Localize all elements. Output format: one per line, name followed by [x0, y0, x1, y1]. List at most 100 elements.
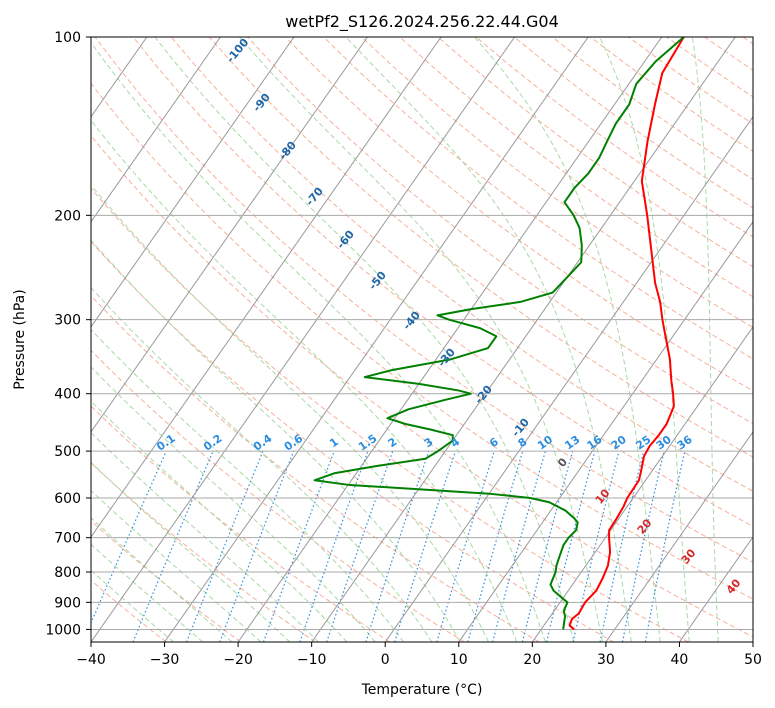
x-tick-label: 20: [523, 652, 541, 668]
moist-adiabat-line: [91, 184, 489, 642]
y-tick-label: 800: [54, 565, 81, 581]
x-tick-label: 10: [450, 652, 468, 668]
moist-adiabat-line: [91, 328, 404, 642]
mixing-ratio-line: [186, 450, 264, 642]
dry-adiabat-label: -20: [472, 383, 495, 407]
mixing-ratio-label: 4: [448, 435, 462, 450]
dry-adiabat-line: [94, 37, 753, 563]
mixing-ratio-line: [91, 450, 167, 625]
mixing-ratio-label: 0.4: [251, 432, 275, 454]
mixing-ratio-label: 30: [654, 433, 674, 453]
moist-adiabat-line: [91, 400, 348, 642]
dry-adiabat-label: -40: [400, 309, 423, 333]
mixing-ratio-line: [436, 450, 495, 642]
mixing-ratio-label: 0.1: [154, 432, 177, 454]
moist-adiabat-line: [91, 489, 262, 642]
mixing-ratio-line: [132, 450, 214, 642]
moist-adiabat-line: [91, 41, 546, 642]
moist-adiabat-line: [345, 37, 632, 642]
isotherm-line: [384, 115, 753, 642]
isotherm-line: [91, 37, 368, 433]
y-tick-label: 200: [54, 208, 81, 224]
isotherm-line: [311, 37, 736, 642]
x-tick-label: −10: [297, 652, 327, 668]
mixing-ratio-label: 36: [675, 433, 695, 453]
x-tick-label: 0: [381, 652, 390, 668]
dry-adiabat-label: -80: [276, 139, 299, 163]
dry-adiabat-line: [91, 82, 753, 600]
dry-adiabat-line: [399, 37, 753, 298]
moist-adiabat-line: [474, 37, 661, 642]
mixing-ratio-label: 0.6: [282, 432, 306, 454]
isotherm-line: [679, 536, 753, 642]
y-tick-label: 400: [54, 387, 81, 403]
y-tick-label: 600: [54, 491, 81, 507]
moist-adiabat-line: [91, 569, 174, 642]
moist-adiabat-line: [691, 37, 719, 642]
isotherm-line: [605, 431, 753, 642]
dry-adiabat-line: [437, 37, 753, 268]
plot-area: -100-90-80-70-60-50-40-30-20-10010203040…: [91, 36, 753, 642]
moist-adiabat-label: 40: [724, 576, 744, 596]
isotherm-line: [91, 37, 221, 223]
mixing-ratio-line: [644, 450, 686, 642]
dry-adiabat-line: [704, 37, 753, 71]
mixing-ratio-line: [521, 450, 574, 642]
x-axis-label: Temperature (°C): [361, 682, 483, 698]
mixing-ratio-line: [467, 450, 524, 642]
x-tick-label: −20: [223, 652, 253, 668]
background-lines: [91, 37, 753, 642]
mixing-ratio-line: [572, 450, 620, 642]
isotherm-line: [91, 37, 516, 642]
mixing-ratio-line: [299, 450, 369, 642]
mixing-ratio-label: 3: [422, 435, 436, 450]
mixing-ratio-label: 6: [487, 435, 501, 450]
mixing-ratio-label: 16: [585, 433, 605, 453]
isotherm-line: [164, 37, 589, 642]
background-labels: -100-90-80-70-60-50-40-30-20-10010203040…: [154, 36, 744, 597]
mixing-ratio-line: [326, 450, 394, 642]
x-tick-label: −40: [76, 652, 106, 668]
moist-adiabat-label: 30: [679, 546, 699, 566]
y-tick-label: 500: [54, 444, 81, 460]
dry-adiabat-label: -100: [224, 36, 252, 66]
mixing-ratio-label: 13: [562, 433, 582, 452]
isotherm-line: [752, 641, 753, 642]
moist-adiabat-line: [599, 37, 690, 642]
moist-adiabat-line: [154, 37, 575, 642]
x-tick-label: −30: [150, 652, 180, 668]
dry-adiabat-line: [91, 294, 540, 642]
dry-adiabat-line: [91, 187, 689, 642]
dry-adiabat-line: [208, 37, 753, 458]
dewpoint-profile-line: [313, 37, 685, 630]
isotherm-line: [91, 37, 295, 328]
mixing-ratio-label: 25: [633, 433, 653, 452]
gridlines: [91, 37, 753, 642]
dry-adiabat-label: -70: [303, 185, 326, 209]
mixing-ratio-label: 2: [386, 435, 400, 450]
mixing-ratio-label: 8: [516, 435, 530, 450]
x-tick-label: 40: [671, 652, 689, 668]
dry-adiabat-line: [91, 240, 614, 642]
mixing-ratio-label: 1: [327, 435, 341, 450]
mixing-ratio-label: 1.5: [356, 432, 379, 454]
moist-adiabat-line: [91, 461, 291, 642]
x-tick-label: 30: [597, 652, 615, 668]
dry-adiabat-line: [285, 37, 753, 392]
x-tick-label: 50: [744, 652, 762, 668]
y-axis-label: Pressure (hPa): [12, 289, 28, 389]
mixing-ratio-label: 0.2: [201, 432, 224, 454]
mixing-ratio-line: [219, 450, 295, 642]
mixing-ratio-line: [621, 450, 665, 642]
moist-adiabat-line: [91, 543, 204, 642]
moist-adiabat-line: [91, 239, 461, 642]
mixing-ratio-line: [365, 450, 430, 642]
moist-adiabat-line: [91, 287, 433, 642]
dry-adiabat-line: [170, 37, 753, 492]
moist-adiabat-label: 20: [635, 516, 655, 536]
y-tick-label: 900: [54, 595, 81, 611]
chart-title: wetPf2_S126.2024.256.22.44.G04: [285, 12, 559, 32]
dry-adiabat-line: [513, 37, 753, 209]
dry-adiabat-line: [361, 37, 753, 329]
